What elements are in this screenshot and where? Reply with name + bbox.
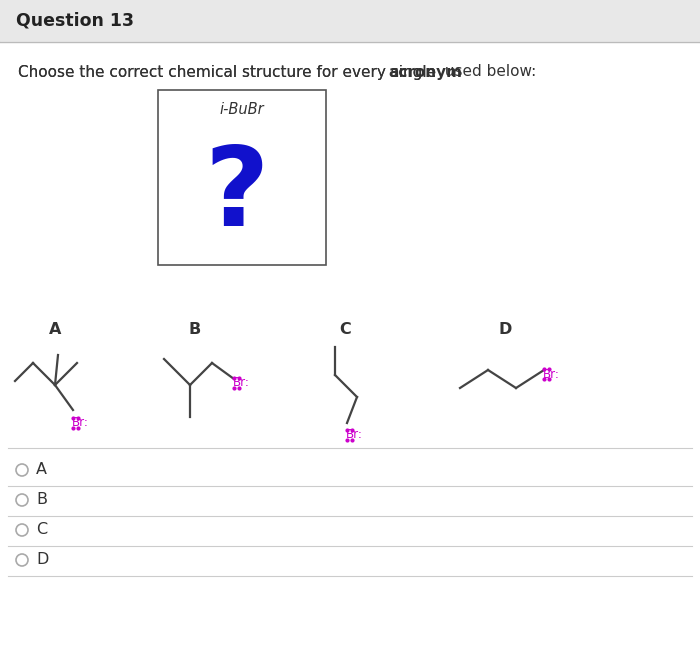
Bar (0, 0, 700, 42)
Circle shape (16, 464, 28, 476)
Text: D: D (36, 553, 48, 567)
Circle shape (16, 524, 28, 536)
Text: A: A (49, 322, 61, 338)
Text: C: C (339, 322, 351, 338)
Text: D: D (498, 322, 512, 338)
Text: Br:: Br: (72, 416, 89, 430)
Text: Br:: Br: (346, 428, 363, 442)
Text: B: B (36, 492, 47, 507)
Text: Choose the correct chemical structure for every single: Choose the correct chemical structure fo… (18, 65, 441, 79)
Text: i-BuBr: i-BuBr (220, 103, 265, 117)
Text: used below:: used below: (440, 65, 536, 79)
Text: A: A (36, 462, 47, 478)
Bar (158, 90, 326, 265)
Text: Question 13: Question 13 (16, 12, 134, 30)
Text: ?: ? (204, 141, 270, 248)
Text: C: C (36, 523, 47, 537)
Text: Choose the correct chemical structure for every single ⁠⁠⁠⁠⁠⁠⁠⁠: Choose the correct chemical structure fo… (18, 65, 441, 79)
Text: Choose the correct chemical structure for every single: Choose the correct chemical structure fo… (18, 65, 441, 79)
Circle shape (16, 554, 28, 566)
Text: B: B (189, 322, 201, 338)
Circle shape (16, 494, 28, 506)
Text: Br:: Br: (543, 368, 560, 380)
Text: Br:: Br: (233, 376, 250, 390)
Text: acronym: acronym (388, 65, 462, 79)
